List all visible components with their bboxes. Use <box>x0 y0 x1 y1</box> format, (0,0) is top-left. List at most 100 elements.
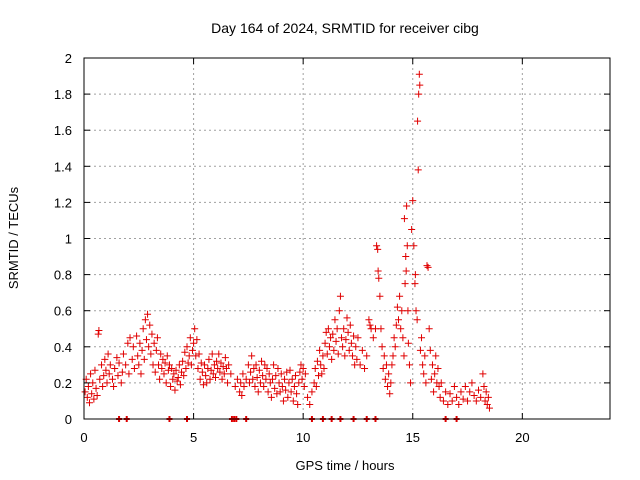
data-point <box>423 262 431 270</box>
data-point <box>260 383 268 391</box>
data-point <box>322 328 330 336</box>
data-point <box>375 274 383 282</box>
data-point <box>144 310 152 318</box>
data-point <box>159 355 167 363</box>
data-point <box>373 242 381 250</box>
data-point <box>267 393 275 401</box>
data-point <box>457 388 465 396</box>
data-point <box>259 372 267 380</box>
data-point <box>385 370 393 378</box>
data-point <box>435 383 443 391</box>
data-point <box>335 307 343 315</box>
data-point <box>194 364 202 372</box>
data-point <box>369 334 377 342</box>
data-point <box>330 346 338 354</box>
data-point <box>181 348 189 356</box>
data-point <box>179 357 187 365</box>
data-point <box>104 350 112 358</box>
data-point <box>160 370 168 378</box>
data-point <box>401 280 409 288</box>
data-point <box>334 350 342 358</box>
data-point <box>190 339 198 347</box>
data-point <box>163 352 171 360</box>
data-point <box>237 379 245 387</box>
data-point <box>118 368 126 376</box>
data-point <box>272 372 280 380</box>
data-point <box>384 383 392 391</box>
data-point <box>140 355 148 363</box>
data-point <box>106 361 114 369</box>
data-point <box>419 361 427 369</box>
data-point <box>422 379 430 387</box>
data-point <box>225 361 233 369</box>
data-point <box>98 361 106 369</box>
data-point <box>482 388 490 396</box>
data-point <box>325 343 333 351</box>
data-point <box>147 350 155 358</box>
data-point <box>442 388 450 396</box>
data-point <box>414 166 422 174</box>
data-point <box>408 225 416 233</box>
data-point <box>331 316 339 324</box>
data-point <box>146 321 154 329</box>
data-point <box>404 339 412 347</box>
data-point <box>282 386 290 394</box>
data-point <box>378 343 386 351</box>
data-point <box>151 368 159 376</box>
data-point <box>245 379 253 387</box>
data-point <box>239 370 247 378</box>
data-point <box>111 364 119 372</box>
data-point <box>317 361 325 369</box>
data-point <box>184 359 192 367</box>
x-tick-label: 0 <box>80 430 87 445</box>
data-point <box>153 334 161 342</box>
data-point <box>341 352 349 360</box>
data-point <box>340 325 348 333</box>
data-point <box>284 393 292 401</box>
data-point <box>249 375 257 383</box>
data-point <box>293 390 301 398</box>
data-point <box>270 361 278 369</box>
x-tick-label: 20 <box>515 430 529 445</box>
data-point <box>432 352 440 360</box>
data-point <box>150 339 158 347</box>
data-point <box>402 253 410 261</box>
data-point <box>410 242 418 250</box>
data-point <box>415 70 423 78</box>
data-point <box>218 375 226 383</box>
grid-layer <box>84 58 610 419</box>
data-point <box>182 364 190 372</box>
data-point <box>407 379 415 387</box>
data-point <box>137 370 145 378</box>
y-tick-label: 1.8 <box>54 87 72 102</box>
data-point <box>87 370 95 378</box>
data-point <box>361 364 369 372</box>
data-point <box>263 364 271 372</box>
data-point <box>470 392 478 400</box>
data-point <box>416 346 424 354</box>
data-point <box>285 379 293 387</box>
data-point <box>424 263 432 271</box>
data-point <box>217 359 225 367</box>
data-point <box>427 375 435 383</box>
data-point <box>466 388 474 396</box>
data-point <box>343 314 351 322</box>
data-point <box>224 379 232 387</box>
data-point <box>125 370 133 378</box>
data-point <box>346 321 354 329</box>
data-point <box>178 368 186 376</box>
data-point <box>117 379 125 387</box>
data-point <box>206 375 214 383</box>
data-point <box>231 383 239 391</box>
data-point <box>396 292 404 300</box>
data-point <box>175 361 183 369</box>
data-point <box>281 375 289 383</box>
y-tick-label: 0.6 <box>54 304 72 319</box>
data-point <box>405 361 413 369</box>
data-point <box>418 334 426 342</box>
data-point <box>365 316 373 324</box>
data-point <box>198 368 206 376</box>
data-point <box>414 117 422 125</box>
data-point <box>450 383 458 391</box>
data-point <box>324 325 332 333</box>
